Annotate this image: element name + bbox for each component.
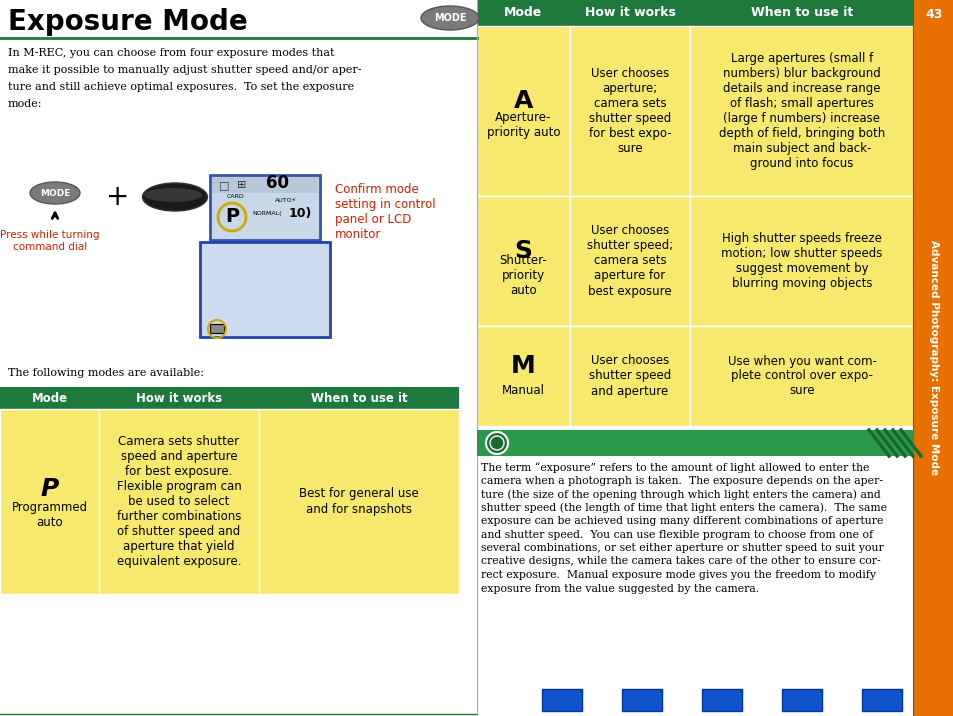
Bar	[99, 387, 258, 409]
Bar	[689, 0, 913, 26]
FancyBboxPatch shape	[862, 689, 901, 711]
Text: Exposure Mode: Exposure Mode	[8, 8, 248, 36]
Bar	[913, 0, 953, 28]
Text: CARD: CARD	[227, 195, 245, 200]
Text: □: □	[218, 180, 229, 190]
Text: Advanced Photography: Exposure Mode: Advanced Photography: Exposure Mode	[928, 241, 938, 475]
Circle shape	[485, 432, 507, 454]
Text: 60: 60	[266, 174, 289, 192]
FancyBboxPatch shape	[541, 689, 581, 711]
Bar	[689, 26, 913, 196]
Bar	[200, 242, 330, 337]
Text: ⊞: ⊞	[237, 180, 247, 190]
Text: M: M	[511, 354, 536, 378]
Text: Aperture-
priority auto: Aperture- priority auto	[486, 111, 559, 139]
Text: Use when you want com-
plete control over expo-
sure: Use when you want com- plete control ove…	[727, 354, 876, 397]
Bar	[476, 326, 569, 426]
Bar	[476, 26, 569, 196]
Text: S: S	[514, 239, 532, 263]
Text: 43: 43	[924, 7, 942, 21]
Text: When to use it: When to use it	[311, 392, 407, 405]
Text: MODE: MODE	[434, 13, 466, 23]
Bar	[210, 324, 224, 333]
Bar	[476, 196, 569, 326]
Text: make it possible to manually adjust shutter speed and/or aper-: make it possible to manually adjust shut…	[8, 65, 361, 75]
Text: Shutter-
priority
auto: Shutter- priority auto	[499, 253, 547, 296]
Text: User chooses
shutter speed
and aperture: User chooses shutter speed and aperture	[588, 354, 670, 397]
Text: User chooses
shutter speed;
camera sets
aperture for
best exposure: User chooses shutter speed; camera sets …	[586, 225, 673, 298]
Text: Mode: Mode	[31, 392, 68, 405]
Text: Mode: Mode	[504, 6, 542, 19]
Text: several combinations, or set either aperture or shutter speed to suit your: several combinations, or set either aper…	[480, 543, 882, 553]
FancyBboxPatch shape	[621, 689, 661, 711]
Text: The following modes are available:: The following modes are available:	[8, 368, 204, 378]
Bar	[569, 326, 689, 426]
Text: P: P	[40, 478, 59, 501]
Bar	[689, 196, 913, 326]
Ellipse shape	[420, 6, 478, 30]
Text: User chooses
aperture;
camera sets
shutter speed
for best expo-
sure: User chooses aperture; camera sets shutt…	[588, 67, 671, 155]
Text: creative designs, while the camera takes care of the other to ensure cor-: creative designs, while the camera takes…	[480, 556, 880, 566]
Text: Press while turning
command dial: Press while turning command dial	[0, 230, 100, 251]
Text: How it works: How it works	[135, 392, 222, 405]
Text: High shutter speeds freeze
motion; low shutter speeds
suggest movement by
blurri: High shutter speeds freeze motion; low s…	[720, 232, 882, 290]
Text: The term “exposure” refers to the amount of light allowed to enter the: The term “exposure” refers to the amount…	[480, 462, 868, 473]
Text: Camera sets shutter
speed and aperture
for best exposure.
Flexible program can
b: Camera sets shutter speed and aperture f…	[116, 435, 241, 568]
Text: P: P	[225, 208, 239, 226]
FancyBboxPatch shape	[701, 689, 741, 711]
Bar	[0, 409, 99, 594]
Bar	[913, 0, 953, 716]
Bar	[569, 26, 689, 196]
Text: +: +	[106, 183, 130, 211]
Text: Large apertures (small f
numbers) blur background
details and increase range
of : Large apertures (small f numbers) blur b…	[719, 52, 884, 170]
Bar	[569, 196, 689, 326]
Text: ture (the size of the opening through which light enters the camera) and: ture (the size of the opening through wh…	[480, 489, 880, 500]
Text: exposure from the value suggested by the camera.: exposure from the value suggested by the…	[480, 584, 759, 594]
Text: exposure can be achieved using many different combinations of aperture: exposure can be achieved using many diff…	[480, 516, 882, 526]
Text: MODE: MODE	[40, 188, 71, 198]
Text: Best for general use
and for snapshots: Best for general use and for snapshots	[299, 488, 418, 516]
Bar	[212, 177, 317, 193]
Bar	[99, 409, 258, 594]
Text: and shutter speed.  You can use flexible program to choose from one of: and shutter speed. You can use flexible …	[480, 530, 872, 539]
Text: shutter speed (the length of time that light enters the camera).  The same: shutter speed (the length of time that l…	[480, 503, 886, 513]
Bar	[476, 0, 569, 26]
Bar	[258, 409, 458, 594]
Bar	[476, 430, 913, 456]
Ellipse shape	[144, 188, 202, 202]
FancyBboxPatch shape	[781, 689, 821, 711]
Text: ture and still achieve optimal exposures.  To set the exposure: ture and still achieve optimal exposures…	[8, 82, 354, 92]
Text: A: A	[514, 89, 533, 113]
Text: Confirm mode
setting in control
panel or LCD
monitor: Confirm mode setting in control panel or…	[335, 183, 436, 241]
Bar	[689, 326, 913, 426]
Text: mode:: mode:	[8, 99, 43, 109]
Text: 10): 10)	[288, 206, 312, 220]
Text: In M-REC, you can choose from four exposure modes that: In M-REC, you can choose from four expos…	[8, 48, 335, 58]
Text: NORMAL(: NORMAL(	[252, 211, 281, 216]
Text: How it works: How it works	[584, 6, 675, 19]
Text: camera when a photograph is taken.  The exposure depends on the aper-: camera when a photograph is taken. The e…	[480, 475, 882, 485]
Ellipse shape	[142, 183, 208, 211]
Text: AUTO⚡: AUTO⚡	[274, 198, 296, 203]
Text: Manual: Manual	[501, 384, 544, 397]
Text: When to use it: When to use it	[750, 6, 852, 19]
Ellipse shape	[30, 182, 80, 204]
Bar	[569, 0, 689, 26]
Text: rect exposure.  Manual exposure mode gives you the freedom to modify: rect exposure. Manual exposure mode give…	[480, 570, 875, 580]
Bar	[210, 175, 319, 240]
Bar	[0, 387, 99, 409]
Bar	[258, 387, 458, 409]
Text: Programmed
auto: Programmed auto	[11, 501, 88, 530]
